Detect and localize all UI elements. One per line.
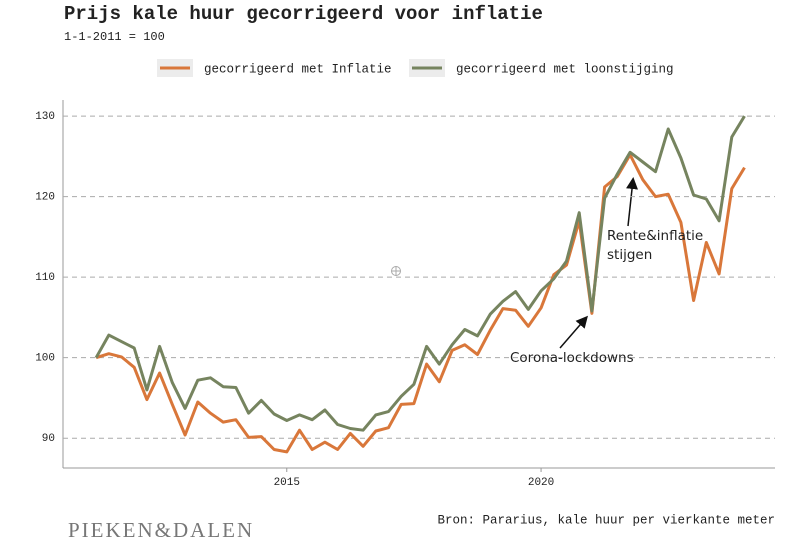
y-tick-label: 110 (35, 272, 55, 284)
source: Bron: Pararius, kale huur per vierkante … (437, 513, 775, 527)
annotation: Corona-lockdowns (510, 350, 634, 366)
y-tick-label: 100 (35, 353, 55, 365)
x-tick-label: 2015 (274, 477, 300, 489)
x-tick-label: 2020 (528, 477, 554, 489)
legend-label: gecorrigeerd met Inflatie (204, 62, 392, 76)
chart-subtitle: 1-1-2011 = 100 (64, 30, 165, 44)
series-line (94, 115, 746, 432)
arrow (559, 315, 588, 349)
y-tick-label: 130 (35, 111, 55, 123)
y-tick-label: 120 (35, 192, 55, 204)
chart-title: Prijs kale huur gecorrigeerd voor inflat… (64, 3, 543, 25)
series-line (95, 153, 746, 454)
annotation: Rente&inflatie (607, 228, 703, 244)
crosshair-icon (391, 266, 401, 276)
logo: PIEKEN&DALEN (68, 518, 254, 542)
annotation: stijgen (607, 247, 652, 263)
y-tick-label: 90 (42, 433, 55, 445)
arrow (626, 177, 638, 227)
legend-label: gecorrigeerd met loonstijging (456, 62, 674, 76)
